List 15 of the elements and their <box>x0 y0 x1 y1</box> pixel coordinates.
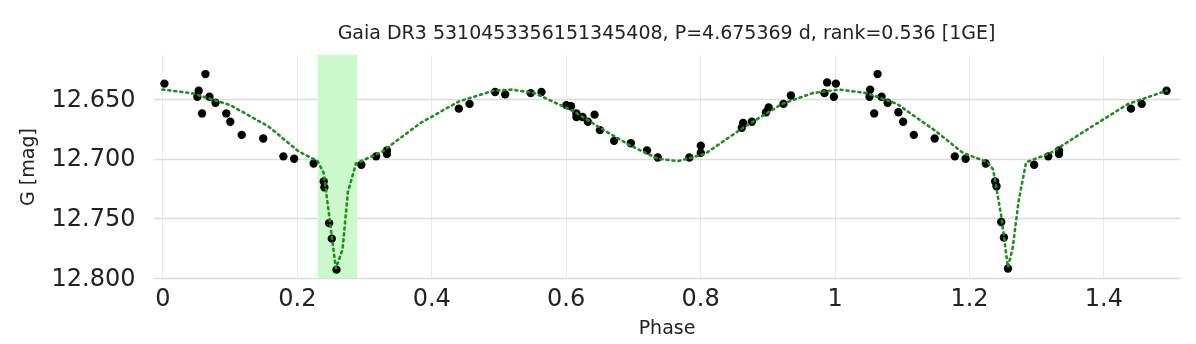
y-tick-label: 12.700 <box>51 144 136 173</box>
x-tick-label: 0.4 <box>412 283 451 312</box>
y-tick-label: 12.650 <box>51 84 136 113</box>
x-tick-label: 0 <box>155 283 171 312</box>
y-tick-label: 12.750 <box>51 203 136 232</box>
x-tick-label: 1.2 <box>950 283 989 312</box>
chart-title: Gaia DR3 5310453356151345408, P=4.675369 d, rank=0.536 [1GE] <box>337 21 996 43</box>
x-tick-label: 0.8 <box>681 283 720 312</box>
x-tick-label: 0.6 <box>547 283 586 312</box>
x-tick-label: 1.4 <box>1084 283 1123 312</box>
y-axis-title: G [mag] <box>15 128 38 206</box>
y-tick-label: 12.800 <box>51 263 136 292</box>
x-tick-label: 1 <box>827 283 843 312</box>
x-tick-label: 0.2 <box>278 283 317 312</box>
x-axis-title: Phase <box>638 315 696 338</box>
